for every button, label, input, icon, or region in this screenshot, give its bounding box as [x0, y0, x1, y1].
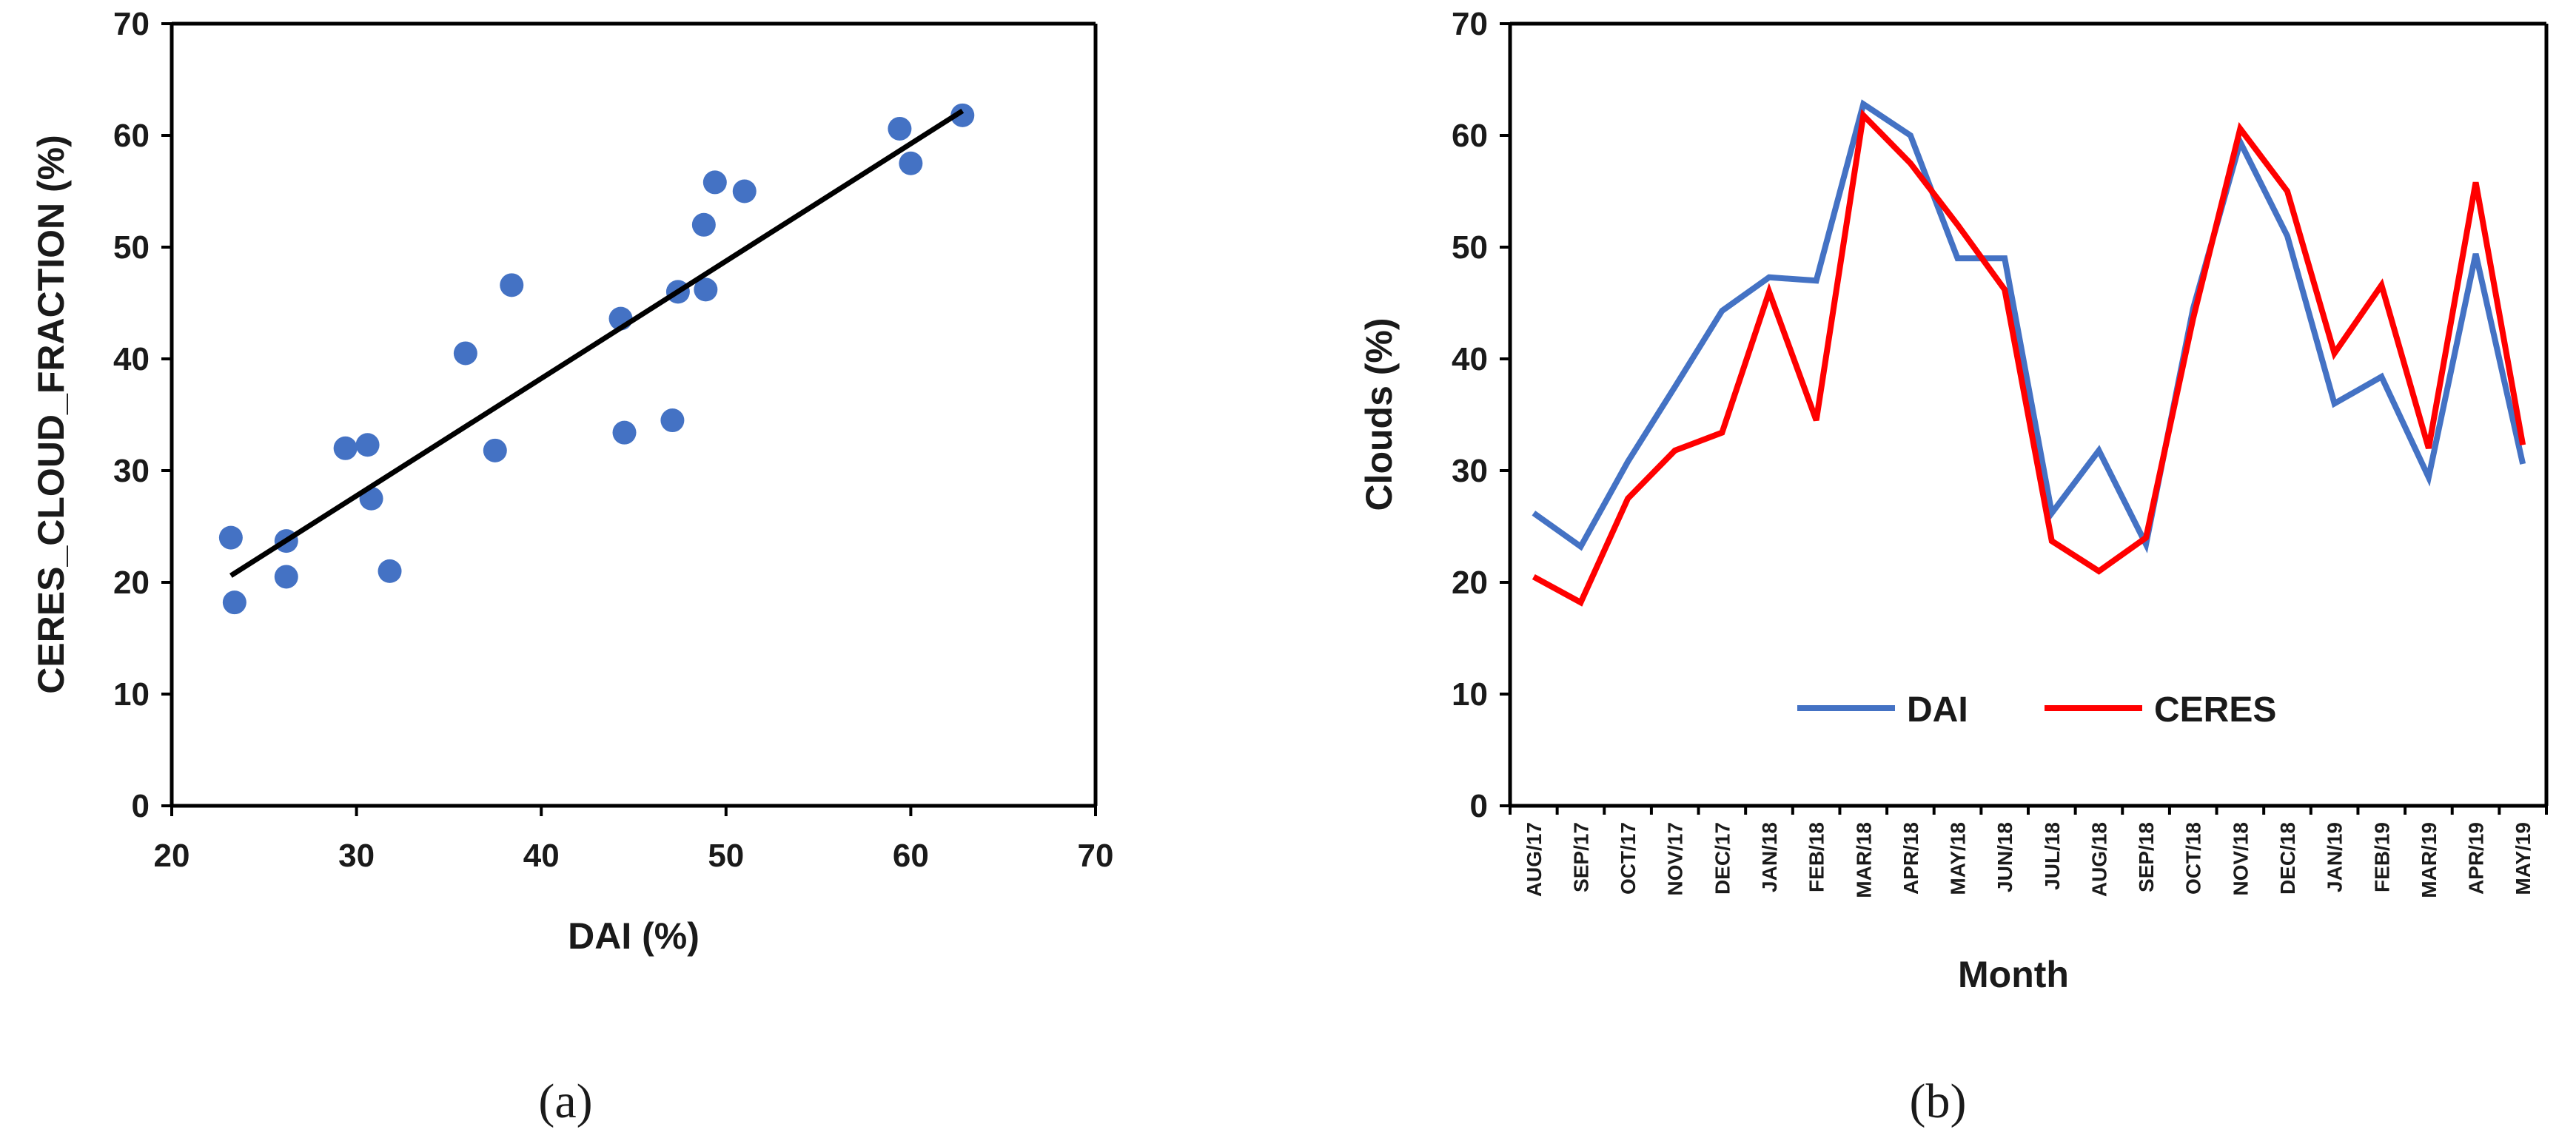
- scatter-x-tick-label: 30: [338, 838, 375, 874]
- scatter-y-tick-label: 0: [132, 788, 150, 824]
- scatter-point: [274, 565, 298, 589]
- line-x-tick-label: MAY/19: [2512, 822, 2535, 895]
- scatter-point: [899, 151, 923, 175]
- line-y-ticks: 0 10 20 30 40 50 60 70: [1452, 6, 1510, 824]
- line-y-tick-label: 40: [1452, 341, 1488, 377]
- scatter-point: [660, 408, 685, 433]
- scatter-y-ticks: 0 10 20 30 40 50 60 70: [113, 6, 172, 824]
- scatter-chart: 0 10 20 30 40 50 60 70 20 30 40 50 60 70 DAI (%) CER…: [30, 6, 1113, 1128]
- scatter-x-tick-label: 60: [893, 838, 929, 874]
- series-line-dai: [1532, 99, 2526, 553]
- line-y-tick-label: 20: [1452, 565, 1488, 601]
- scatter-point: [355, 433, 380, 457]
- scatter-y-tick-label: 50: [113, 229, 150, 266]
- scatter-x-tick-label: 70: [1078, 838, 1114, 874]
- legend-label-dai: DAI: [1907, 690, 1968, 730]
- line-x-tick-label: MAY/18: [1947, 822, 1970, 895]
- line-x-tick-label: MAR/19: [2418, 822, 2441, 898]
- line-x-tick-label: OCT/18: [2182, 822, 2205, 895]
- caption-b: (b): [1910, 1074, 1967, 1128]
- scatter-trendline: [229, 108, 965, 578]
- line-x-tick-label: JUN/18: [1993, 822, 2016, 892]
- scatter-point: [702, 170, 727, 195]
- line-x-tick-label: NOV/18: [2229, 822, 2252, 896]
- line-x-tick-label: JUL/18: [2041, 822, 2064, 890]
- scatter-point: [732, 179, 757, 203]
- line-x-tick-label: SEP/17: [1569, 822, 1592, 892]
- legend-label-ceres: CERES: [2154, 690, 2276, 730]
- scatter-x-axis-label: DAI (%): [568, 915, 700, 957]
- scatter-point: [483, 438, 507, 462]
- scatter-axes: [170, 21, 1098, 808]
- line-y-tick-label: 70: [1452, 6, 1488, 42]
- scatter-point: [500, 273, 524, 297]
- scatter-x-tick-label: 40: [523, 838, 560, 874]
- line-x-tick-label: AUG/17: [1523, 822, 1546, 897]
- line-y-axis-label: Clouds (%): [1358, 317, 1400, 511]
- line-x-tick-label: NOV/17: [1664, 822, 1687, 896]
- scatter-points: [218, 103, 975, 615]
- line-x-axis-label: Month: [1958, 954, 2069, 995]
- line-x-tick-label: FEB/18: [1805, 822, 1828, 892]
- scatter-y-tick-label: 40: [113, 341, 150, 377]
- scatter-y-tick-label: 70: [113, 6, 150, 42]
- scatter-point: [222, 590, 246, 615]
- scatter-point: [691, 212, 716, 237]
- scatter-point: [333, 436, 358, 460]
- scatter-y-tick-label: 60: [113, 118, 150, 154]
- scatter-y-tick-label: 30: [113, 453, 150, 489]
- line-x-tick-label: JAN/19: [2324, 822, 2347, 892]
- series-line-ceres: [1532, 109, 2526, 607]
- scatter-point: [888, 116, 912, 141]
- line-x-tick-label: JAN/18: [1758, 822, 1781, 892]
- caption-a: (a): [538, 1074, 592, 1128]
- line-x-tick-label: APR/18: [1899, 822, 1922, 895]
- scatter-point: [378, 559, 402, 583]
- scatter-point: [950, 103, 975, 127]
- line-y-tick-label: 10: [1452, 676, 1488, 713]
- scatter-point: [694, 277, 718, 302]
- line-x-ticks: AUG/17 SEP/17 OCT/17 NOV/17 DEC/17 JAN/18 FEB/…: [1509, 806, 2548, 898]
- line-x-tick-label: MAR/18: [1852, 822, 1875, 898]
- scatter-point: [453, 341, 477, 366]
- legend: DAI CERES: [1797, 690, 2276, 730]
- line-y-tick-label: 50: [1452, 229, 1488, 266]
- line-x-tick-label: OCT/17: [1617, 822, 1640, 895]
- line-chart: 0 10 20 30 40 50 60 70 AUG/17 SEP/17 OCT/17 NOV/17…: [1358, 6, 2549, 1128]
- scatter-y-tick-label: 20: [113, 565, 150, 601]
- scatter-y-axis-label: CERES_CLOUD_FRACTION (%): [30, 135, 72, 694]
- line-y-tick-label: 0: [1470, 788, 1488, 824]
- scatter-point: [218, 525, 243, 550]
- line-x-tick-label: SEP/18: [2135, 822, 2158, 892]
- line-y-tick-label: 30: [1452, 453, 1488, 489]
- line-x-tick-label: DEC/18: [2276, 822, 2299, 895]
- scatter-x-tick-label: 20: [154, 838, 190, 874]
- line-x-tick-label: APR/19: [2465, 822, 2488, 895]
- scatter-x-tick-label: 50: [708, 838, 744, 874]
- line-y-tick-label: 60: [1452, 118, 1488, 154]
- line-x-tick-label: AUG/18: [2087, 822, 2110, 897]
- scatter-y-tick-label: 10: [113, 676, 150, 713]
- scatter-point: [612, 420, 637, 445]
- line-x-tick-label: FEB/19: [2370, 822, 2393, 892]
- scatter-x-ticks: 20 30 40 50 60 70: [154, 806, 1114, 874]
- line-x-tick-label: DEC/17: [1711, 822, 1734, 895]
